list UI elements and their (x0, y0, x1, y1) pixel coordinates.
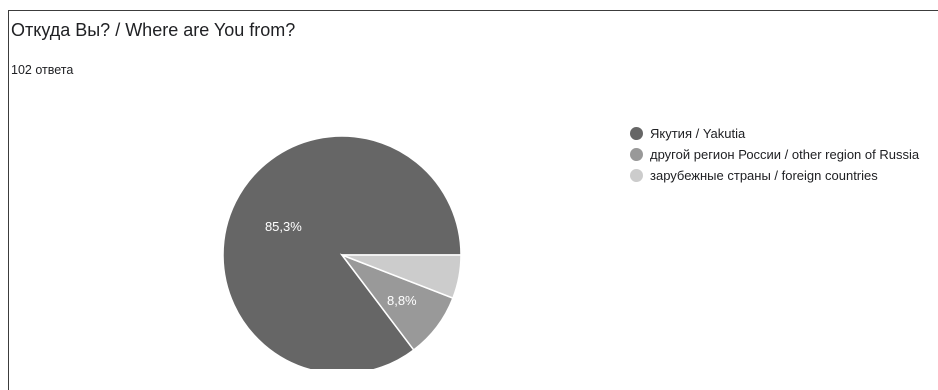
legend-label: зарубежные страны / foreign countries (650, 168, 878, 183)
chart-card (8, 10, 938, 390)
pie-chart: 85,3% 8,8% (222, 135, 462, 369)
pie-slice-label: 85,3% (265, 219, 302, 234)
legend-swatch (630, 148, 643, 161)
legend-swatch (630, 127, 643, 140)
legend-label: другой регион России / other region of R… (650, 147, 920, 162)
pie-slice (341, 254, 462, 300)
legend-item: Якутия / Yakutia (630, 125, 930, 142)
legend-item: зарубежные страны / foreign countries (630, 167, 930, 184)
legend-swatch (630, 169, 643, 182)
legend-item: другой регион России / other region of R… (630, 146, 930, 163)
chart-legend: Якутия / Yakutia другой регион России / o… (630, 125, 930, 188)
pie-slice (222, 135, 462, 369)
pie-slice-label: 8,8% (387, 293, 417, 308)
question-title: Откуда Вы? / Where are You from? (11, 20, 296, 40)
legend-label: Якутия / Yakutia (650, 126, 746, 141)
response-count: 102 ответа (11, 63, 74, 77)
